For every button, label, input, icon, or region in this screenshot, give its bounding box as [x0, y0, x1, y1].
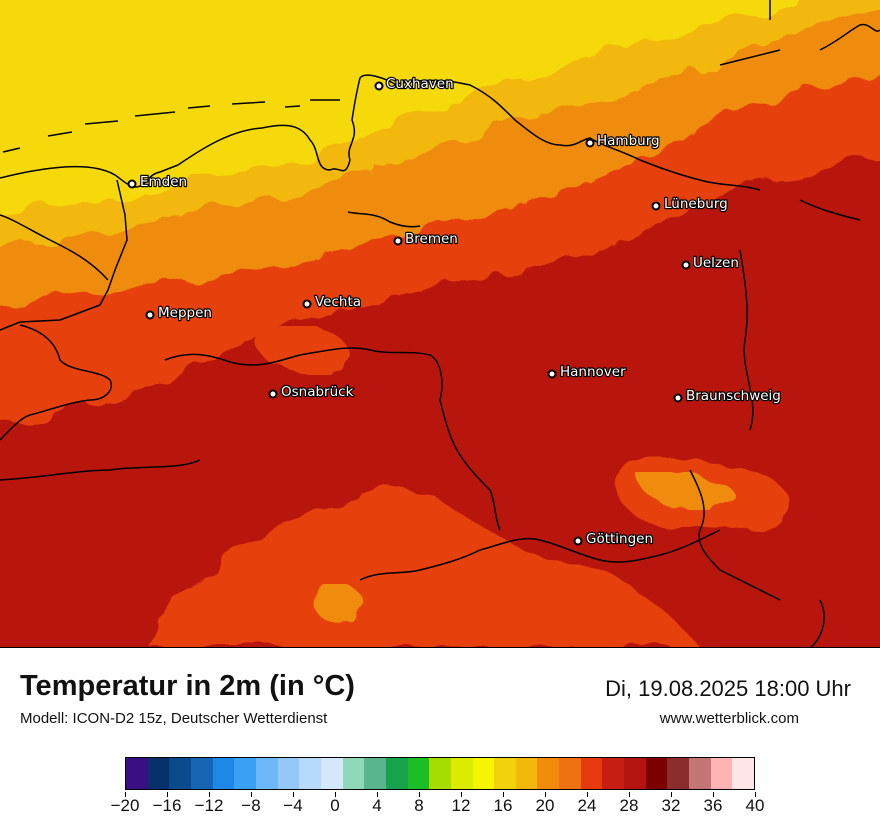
legend-segment [126, 758, 148, 789]
legend-tick-label: 12 [451, 796, 471, 815]
legend-segment [190, 758, 213, 789]
legend-tick-mark [460, 792, 462, 797]
forecast-datetime: Di, 19.08.2025 18:00 Uhr [605, 676, 851, 701]
svg-text:Hannover: Hannover [560, 364, 626, 380]
legend-tick-label: 24 [577, 796, 597, 815]
city-lueneburg: Lüneburg [651, 195, 729, 213]
model-source: Modell: ICON-D2 15z, Deutscher Wetterdie… [20, 710, 328, 727]
legend-tick-labels: −20 −16 −12 −8 −4 0 4 8 12 16 20 24 28 32 36 40 [111, 792, 764, 828]
website-url: www.wetterblick.com [659, 710, 799, 727]
legend-segment [602, 758, 625, 789]
legend-tick-mark [544, 792, 546, 797]
legend-segment [342, 758, 365, 789]
city-meppen: Meppen [145, 304, 213, 322]
legend-tick-mark [334, 792, 336, 797]
temperature-field [0, 0, 880, 647]
legend-tick-label: −4 [283, 796, 303, 815]
temperature-map: Cuxhaven Hamburg Emden Lüneburg Bremen U… [0, 0, 880, 648]
legend-tick-mark [418, 792, 420, 797]
svg-text:Vechta: Vechta [315, 294, 361, 310]
legend-segment [624, 758, 646, 789]
svg-text:Uelzen: Uelzen [693, 255, 739, 271]
legend-segment [559, 758, 581, 789]
svg-text:Lüneburg: Lüneburg [664, 196, 728, 212]
legend-segment [515, 758, 538, 789]
legend-segment [689, 758, 711, 789]
color-legend [125, 757, 755, 791]
legend-tick-mark [166, 792, 168, 797]
legend-tick-mark [754, 792, 756, 797]
city-vechta: Vechta [302, 293, 362, 311]
legend-tick-label: 16 [493, 796, 513, 815]
legend-segment [277, 758, 300, 789]
legend-tick-label: 20 [535, 796, 555, 815]
legend-tick-mark [712, 792, 714, 797]
legend-segment [580, 758, 603, 789]
legend-tick-label: −20 [110, 796, 140, 815]
legend-segment [385, 758, 408, 789]
legend-tick-label: 36 [703, 796, 723, 815]
legend-color-bar [125, 757, 755, 790]
svg-text:Bremen: Bremen [405, 231, 458, 247]
legend-tick-mark [628, 792, 630, 797]
legend-tick-mark [124, 792, 126, 797]
city-cuxhaven: Cuxhaven [374, 75, 455, 93]
legend-tick-mark [586, 792, 588, 797]
legend-segment [710, 758, 733, 789]
legend-segment [255, 758, 278, 789]
city-goettingen: Göttingen [573, 530, 654, 548]
legend-segment [472, 758, 495, 789]
legend-tick-label: 8 [414, 796, 424, 815]
legend-tick-mark [502, 792, 504, 797]
legend-segment [169, 758, 191, 789]
legend-segment [147, 758, 170, 789]
legend-segment [450, 758, 473, 789]
legend-tick-label: 4 [372, 796, 382, 815]
legend-segment [667, 758, 690, 789]
city-emden: Emden [127, 173, 188, 191]
legend-segment [212, 758, 235, 789]
legend-segment [299, 758, 321, 789]
legend-tick-mark [670, 792, 672, 797]
legend-segment [320, 758, 343, 789]
legend-tick-label: −12 [194, 796, 224, 815]
legend-tick-label: 40 [745, 796, 765, 815]
legend-segment [234, 758, 256, 789]
svg-text:Meppen: Meppen [158, 305, 212, 321]
legend-tick-label: −16 [152, 796, 182, 815]
city-hannover: Hannover [547, 363, 627, 381]
svg-text:Cuxhaven: Cuxhaven [386, 76, 454, 92]
city-uelzen: Uelzen [681, 254, 740, 272]
city-braunschweig: Braunschweig [673, 387, 782, 405]
legend-segment [732, 758, 755, 789]
city-bremen: Bremen [393, 230, 459, 248]
legend-tick-label: 28 [619, 796, 639, 815]
legend-tick-mark [208, 792, 210, 797]
svg-text:Emden: Emden [140, 174, 187, 190]
legend-tick-label: −8 [241, 796, 261, 815]
map-title: Temperatur in 2m (in °C) [20, 670, 355, 702]
legend-tick-mark [250, 792, 252, 797]
legend-segment [645, 758, 668, 789]
legend-tick-mark [292, 792, 294, 797]
svg-text:Göttingen: Göttingen [586, 531, 653, 547]
svg-text:Osnabrück: Osnabrück [281, 384, 354, 400]
legend-tick-label: 32 [661, 796, 681, 815]
legend-segment [407, 758, 430, 789]
legend-segment [429, 758, 451, 789]
city-markers: Cuxhaven Hamburg Emden Lüneburg Bremen U… [127, 75, 782, 548]
legend-segment [364, 758, 386, 789]
svg-text:Braunschweig: Braunschweig [686, 388, 781, 404]
legend-segment [494, 758, 516, 789]
city-osnabrueck: Osnabrück [268, 383, 355, 401]
legend-segment [537, 758, 560, 789]
svg-text:Hamburg: Hamburg [597, 133, 660, 149]
city-hamburg: Hamburg [585, 132, 661, 150]
legend-tick-mark [376, 792, 378, 797]
borders-coastlines [0, 0, 880, 647]
legend-tick-label: 0 [330, 796, 340, 815]
